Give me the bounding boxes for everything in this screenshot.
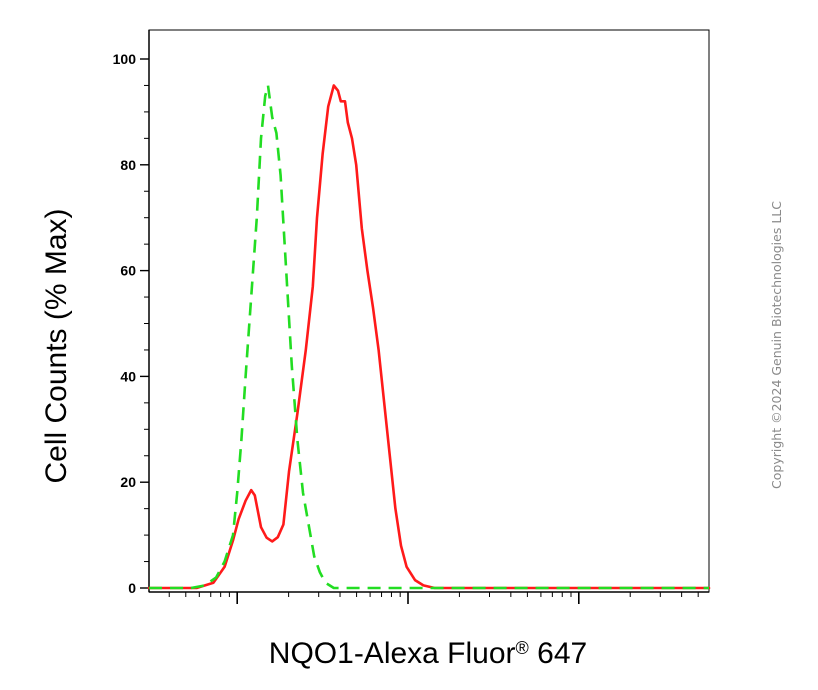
y-tick-label: 100 bbox=[113, 51, 137, 67]
series-layer bbox=[147, 84, 711, 590]
y-tick-label: 20 bbox=[120, 474, 136, 490]
x-axis-label: NQO1-Alexa Fluor® 647 bbox=[269, 637, 587, 670]
y-tick-label: 0 bbox=[128, 580, 136, 596]
copyright-watermark: Copyright ©2024 Genuin Biotechnologies L… bbox=[769, 201, 784, 489]
control-histogram-line bbox=[149, 84, 709, 590]
y-tick-label: 60 bbox=[120, 263, 136, 279]
x-axis-label-registered: ® bbox=[516, 638, 529, 658]
y-axis-label: Cell Counts (% Max) bbox=[40, 208, 73, 483]
x-axis-label-tail: 647 bbox=[529, 637, 587, 670]
x-ticks bbox=[168, 592, 699, 604]
y-tick-labels: 0 20 40 60 80 100 bbox=[113, 51, 137, 596]
plot-frame bbox=[148, 29, 710, 593]
stained-histogram-line bbox=[147, 84, 711, 590]
y-tick-label: 40 bbox=[120, 368, 136, 384]
x-axis-label-main: NQO1-Alexa Fluor bbox=[269, 637, 516, 670]
y-tick-label: 80 bbox=[120, 157, 136, 173]
y-ticks bbox=[140, 58, 149, 589]
